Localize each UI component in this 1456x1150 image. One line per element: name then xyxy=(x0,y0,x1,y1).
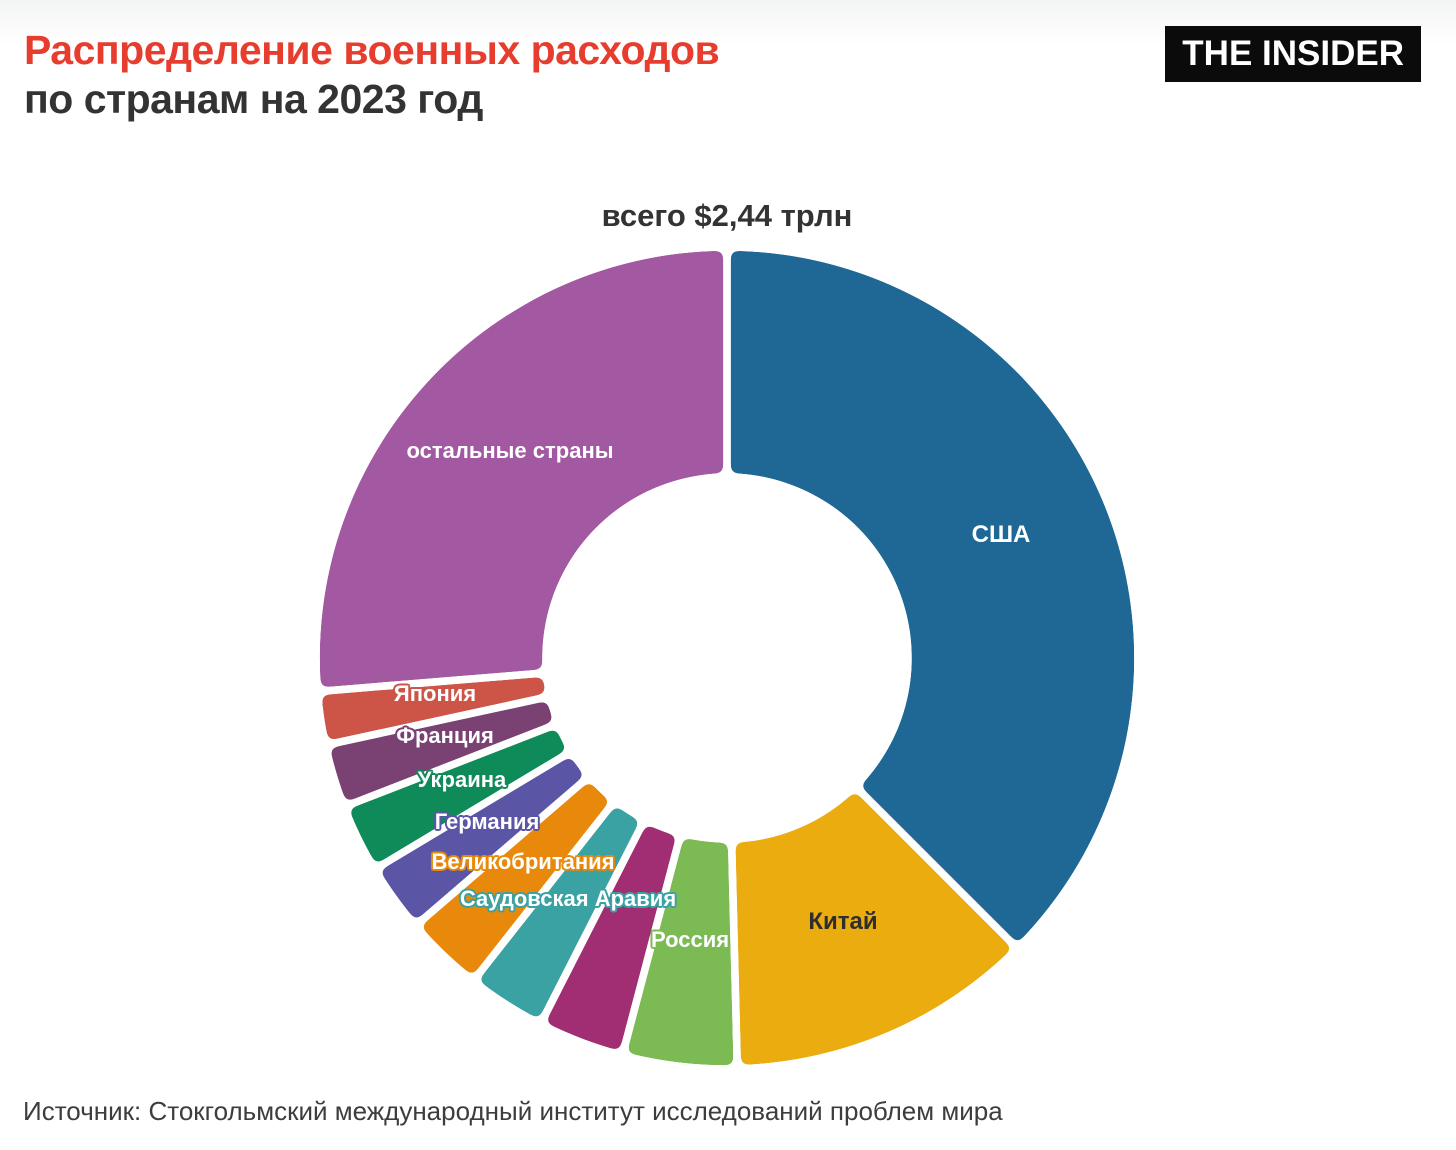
donut-slice-10 xyxy=(319,251,723,688)
the-insider-logo: THE INSIDER xyxy=(1165,26,1421,82)
donut-slice-0 xyxy=(731,251,1135,943)
donut-slice-9 xyxy=(321,677,546,741)
donut-slice-3 xyxy=(545,824,677,1051)
source-text: Источник: Стокгольмский международный ин… xyxy=(23,1096,1003,1126)
donut-slice-2 xyxy=(627,837,734,1065)
donut-slice-1 xyxy=(735,791,1012,1065)
donut-slice-4 xyxy=(478,805,640,1019)
title-line-2: по странам на 2023 год xyxy=(24,76,483,122)
page-title: Распределение военных расходов по страна… xyxy=(24,26,720,124)
chart-total-label: всего $2,44 трлн xyxy=(601,198,853,233)
donut-slice-6 xyxy=(380,756,585,921)
donut-slice-8 xyxy=(330,701,554,802)
donut-slice-5 xyxy=(420,781,610,976)
title-line-1: Распределение военных расходов xyxy=(24,27,720,73)
donut-slice-7 xyxy=(349,728,567,864)
